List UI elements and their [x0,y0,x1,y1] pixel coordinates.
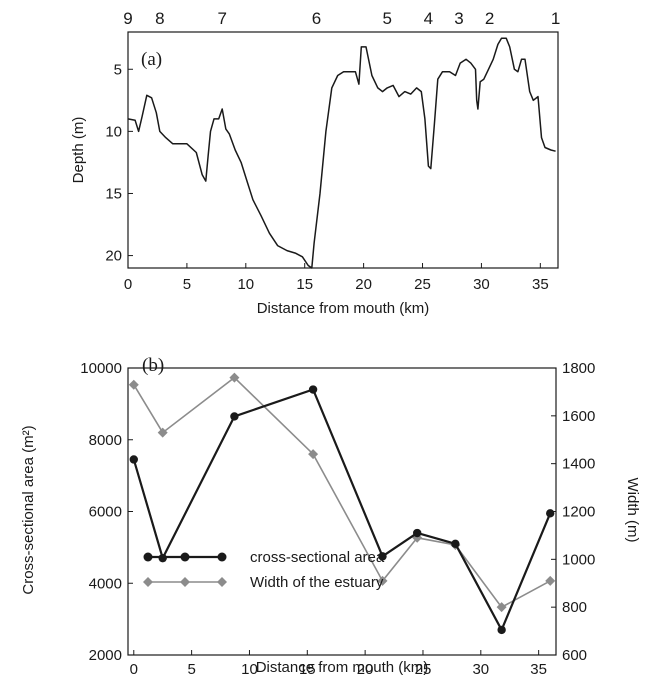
panel-a-y-axis-title: Depth (m) [70,117,87,184]
legend-marker-area [217,552,227,562]
panel-b-x-tick-label: 20 [357,661,374,675]
panel-b-x-axis-title: Distance from mouth (km) [256,659,429,675]
legend-marker-width [217,577,227,587]
panel-b: (b) 0 5 10 15 20 25 30 35 200040006000800010000… [20,355,641,675]
panel-a-x-tick-label: 30 [473,276,490,293]
data-point-width [308,449,319,460]
panel-b-left-y-tick-label: 6000 [89,504,122,521]
data-point-width [377,575,388,586]
panel-a-x-ticks: 0 5 10 15 20 25 30 35 [124,263,549,293]
panel-a-x-tick-label: 0 [124,276,132,293]
panel-b-right-y-tick-label: 800 [562,599,587,616]
legend-marker-width [180,577,190,587]
panel-b-right-y-tick-label: 1800 [562,360,595,377]
station-label: 5 [382,9,391,28]
panel-a-frame [127,31,559,269]
panel-b-right-y-tick-label: 1200 [562,504,595,521]
data-point-area [451,539,460,548]
data-point-area [412,528,422,538]
panel-a: 9 8 7 6 5 4 3 2 1 (a) 0 5 10 15 20 25 30 35 5 10 15 20 Dis… [70,9,560,317]
legend-item-width [143,577,227,587]
panel-b-x-tick-label: 10 [241,661,258,675]
panel-b-left-y-ticks: 2000 4000 6000 8000 10000 [80,360,133,664]
panel-b-right-y-ticks: 600 800 1000 1200 1400 1600 1800 [551,360,595,664]
station-label: 7 [218,9,227,28]
panel-b-left-y-tick-label: 4000 [89,575,122,592]
data-point-area [158,553,167,563]
panel-b-left-y-tick-label: 2000 [89,647,122,664]
panel-a-x-tick-label: 35 [532,276,549,293]
legend-label-width: Width of the estuary [250,574,384,591]
data-point-width [157,427,168,438]
panel-b-left-y-tick-label: 8000 [89,432,122,449]
legend-label-area: cross-sectional area [250,549,385,566]
panel-b-right-y-tick-label: 1400 [562,456,595,473]
depth-profile-line [127,37,556,269]
station-label: 9 [123,9,132,28]
legend-marker-area [180,552,190,562]
panel-b-x-ticks: 0 5 10 15 20 25 30 35 [130,650,547,675]
data-point-area [546,509,555,518]
panel-b-x-tick-label: 30 [472,661,489,675]
station-label: 3 [454,9,463,28]
data-point-area [230,412,239,421]
panel-b-right-y-tick-label: 1600 [562,408,595,425]
panel-b-right-y-tick-label: 600 [562,647,587,664]
station-label: 8 [155,9,164,28]
panel-b-right-y-axis-title: Width (m) [624,478,641,543]
panel-a-y-tick-label: 20 [105,248,122,265]
panel-a-label: (a) [141,49,162,70]
panel-a-x-tick-label: 20 [355,276,372,293]
data-point-area [497,625,506,635]
legend-item-area [143,552,227,562]
panel-a-x-axis-title: Distance from mouth (km) [257,300,430,317]
panel-a-x-tick-label: 25 [414,276,431,293]
station-label: 6 [312,9,321,28]
panel-a-x-tick-label: 10 [237,276,254,293]
panel-b-x-tick-label: 5 [187,661,195,675]
panel-b-x-tick-label: 15 [299,661,316,675]
panel-b-x-tick-label: 0 [130,661,138,675]
panel-a-y-tick-label: 5 [114,61,122,78]
panel-b-left-y-tick-label: 10000 [80,360,122,377]
panel-b-right-y-tick-label: 1000 [562,551,595,568]
panel-a-x-tick-label: 5 [183,276,191,293]
data-point-area [308,385,318,394]
station-label: 2 [485,9,494,28]
panel-a-y-ticks: 5 10 15 20 [105,61,133,265]
legend-marker-width [143,577,153,587]
data-point-width [229,372,240,383]
panel-b-left-y-axis-title: Cross-sectional area (m²) [20,425,37,594]
panel-a-y-tick-label: 15 [105,185,122,202]
legend-marker-area [143,552,153,562]
data-point-area [378,552,387,561]
station-labels: 9 8 7 6 5 4 3 2 1 [123,9,560,28]
legend: cross-sectional area Width of the estuar… [143,549,385,591]
panel-a-x-tick-label: 15 [296,276,313,293]
panel-b-label: (b) [142,355,164,376]
data-point-width [545,575,556,586]
panel-a-y-tick-label: 10 [105,123,122,140]
station-label: 1 [551,9,560,28]
data-point-width [496,602,507,613]
data-point-area [129,455,138,464]
data-point-width [128,379,139,390]
station-label: 4 [424,9,433,28]
series-line-area [132,388,552,633]
panel-b-x-tick-label: 25 [415,661,432,675]
panel-b-series [128,372,556,635]
panel-b-x-tick-label: 35 [530,661,547,675]
